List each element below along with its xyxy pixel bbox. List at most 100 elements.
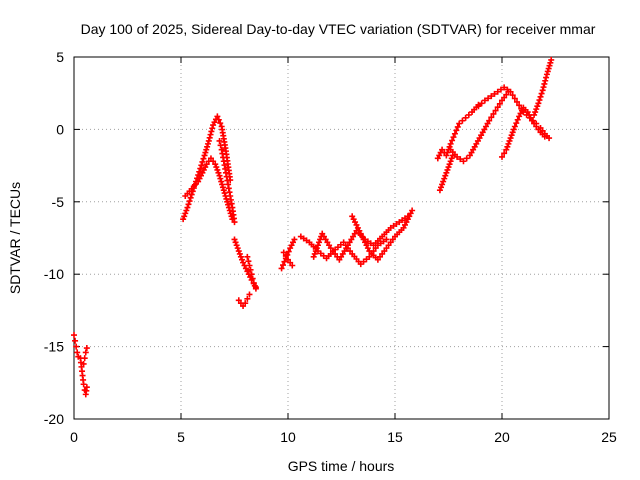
data-point: [534, 103, 541, 110]
data-point: [212, 161, 219, 168]
data-point: [440, 178, 447, 185]
data-point: [536, 97, 543, 104]
data-point: [219, 181, 226, 188]
data-point: [505, 140, 512, 147]
data-point: [247, 266, 254, 273]
data-point: [246, 291, 253, 298]
data-point: [447, 140, 454, 147]
data-point: [186, 198, 193, 205]
data-point: [248, 271, 255, 278]
data-point: [538, 90, 545, 97]
data-point: [548, 56, 555, 63]
data-point: [481, 97, 488, 104]
data-point: [540, 84, 547, 91]
data-point: [547, 59, 554, 66]
y-tick-label: -15: [44, 339, 64, 355]
data-point: [542, 77, 549, 84]
data-point: [208, 128, 215, 135]
data-point: [224, 198, 231, 205]
data-point: [246, 262, 253, 269]
x-tick-label: 5: [177, 429, 185, 445]
data-point: [447, 158, 454, 165]
data-point: [494, 88, 501, 95]
data-point: [73, 343, 80, 350]
data-point: [459, 117, 466, 124]
data-point: [83, 345, 90, 352]
data-point: [504, 143, 511, 150]
data-point: [449, 137, 456, 144]
data-point: [516, 102, 523, 109]
data-point: [454, 153, 461, 160]
y-tick-label: -5: [52, 194, 65, 210]
data-point: [231, 219, 238, 226]
data-point: [289, 262, 296, 269]
data-point: [456, 120, 463, 127]
data-point: [202, 149, 209, 156]
x-tick-label: 15: [387, 429, 403, 445]
data-point: [545, 65, 552, 72]
data-point: [182, 210, 189, 217]
data-point: [507, 88, 514, 95]
data-point: [215, 116, 222, 123]
data-point: [513, 98, 520, 105]
data-point: [546, 135, 553, 142]
data-point: [444, 166, 451, 173]
x-axis-label: GPS time / hours: [288, 458, 395, 474]
data-point: [383, 236, 390, 243]
plot-area: [73, 56, 610, 420]
data-point: [231, 236, 238, 243]
data-point: [311, 250, 318, 257]
data-point: [83, 384, 90, 391]
data-point: [409, 207, 416, 214]
data-point: [478, 100, 485, 107]
data-point: [285, 248, 292, 255]
data-point: [454, 123, 461, 130]
data-point: [511, 95, 518, 102]
data-point: [441, 175, 448, 182]
data-point: [486, 117, 493, 124]
data-point: [251, 282, 258, 289]
data-point: [501, 150, 508, 157]
data-point: [291, 236, 298, 243]
data-point: [214, 113, 221, 120]
data-point: [249, 275, 256, 282]
data-point: [196, 168, 203, 175]
data-point: [281, 258, 288, 265]
data-point: [80, 360, 87, 367]
data-point: [312, 248, 319, 255]
data-point: [443, 152, 450, 159]
data-point: [180, 216, 187, 223]
data-point: [485, 95, 492, 102]
data-point: [278, 265, 285, 272]
data-point: [488, 114, 495, 121]
data-point: [438, 184, 445, 191]
data-point: [235, 248, 242, 255]
data-point: [457, 156, 464, 163]
data-point: [183, 207, 190, 214]
data-point: [238, 256, 245, 263]
data-point: [462, 114, 469, 121]
data-point: [219, 184, 226, 191]
data-point: [207, 131, 214, 138]
data-point: [223, 195, 230, 202]
y-axis-label: SDTVAR / TECUs: [7, 182, 23, 294]
chart-title: Day 100 of 2025, Sidereal Day-to-day VTE…: [81, 21, 596, 37]
data-point: [214, 166, 221, 173]
data-point: [280, 249, 287, 256]
data-point: [218, 178, 225, 185]
data-point: [446, 143, 453, 150]
data-point: [513, 120, 520, 127]
x-tick-label: 25: [601, 429, 617, 445]
data-point: [201, 152, 208, 159]
data-point: [204, 140, 211, 147]
data-point: [463, 155, 470, 162]
data-point: [504, 86, 511, 93]
x-tick-label: 20: [494, 429, 510, 445]
data-point: [436, 187, 443, 194]
data-point: [209, 125, 216, 132]
data-point: [220, 187, 227, 194]
x-tick-label: 0: [70, 429, 78, 445]
x-tick-label: 10: [280, 429, 296, 445]
data-point: [234, 245, 241, 252]
data-point: [252, 285, 259, 292]
